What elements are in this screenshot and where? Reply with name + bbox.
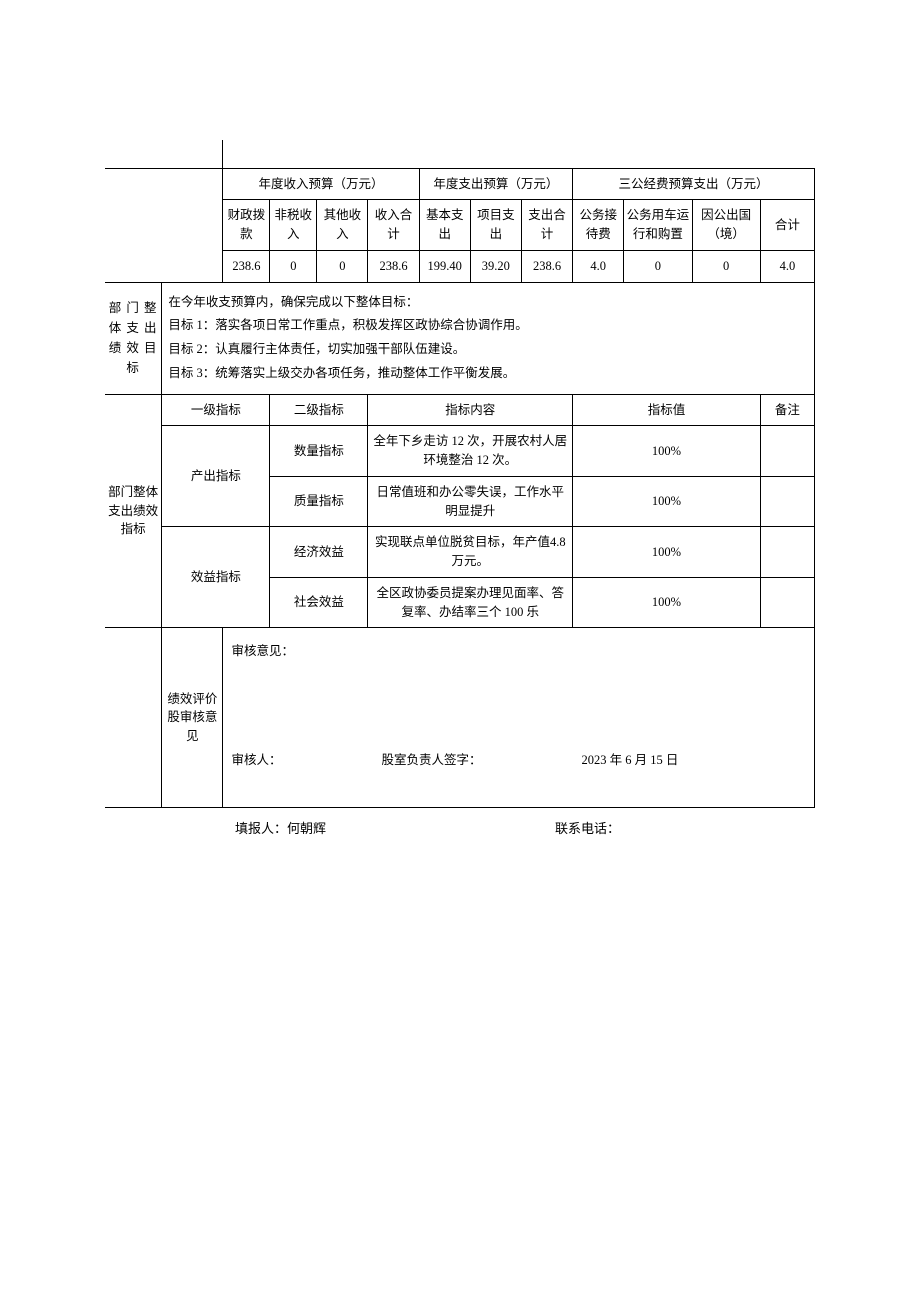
goals-label: 部 门 整体 支 出绩 效 目标 — [105, 282, 162, 394]
auditor-label: 审核人： — [231, 751, 281, 770]
output-label: 产出指标 — [162, 426, 270, 527]
budget-table: 年度收入预算（万元） 年度支出预算（万元） 三公经费预算支出（万元） 财政拨款 … — [105, 140, 815, 808]
h-content: 指标内容 — [368, 394, 573, 426]
r4-content: 全区政协委员提案办理见面率、答复率、办结率三个 100 乐 — [368, 577, 573, 628]
r1-note — [760, 426, 814, 477]
col-vehicle: 公务用车运行和购置 — [624, 200, 692, 251]
val-basic-expense: 199.40 — [419, 250, 470, 282]
val-fiscal-grant: 238.6 — [223, 250, 270, 282]
val-sangong-total: 4.0 — [760, 250, 814, 282]
audit-opinion-label: 审核意见： — [231, 642, 806, 661]
r3-val: 100% — [573, 527, 761, 578]
footer-line: 填报人：何朝辉 联系电话： — [105, 808, 815, 837]
r3-l2: 经济效益 — [270, 527, 368, 578]
val-other-income: 0 — [317, 250, 368, 282]
val-nontax: 0 — [270, 250, 317, 282]
reporter-label: 填报人：何朝辉 — [235, 818, 555, 837]
r3-content: 实现联点单位脱贫目标，年产值4.8 万元。 — [368, 527, 573, 578]
goals-row: 部 门 整体 支 出绩 效 目标 在今年收支预算内，确保完成以下整体目标： 目标… — [105, 282, 815, 394]
col-expense-total: 支出合计 — [521, 200, 572, 251]
col-project-expense: 项目支出 — [470, 200, 521, 251]
blank-row — [105, 140, 815, 168]
goal-2: 目标 2：认真履行主体责任，切实加强干部队伍建设。 — [168, 338, 808, 362]
col-fiscal-grant: 财政拨款 — [223, 200, 270, 251]
audit-row: 绩效评价股审核意见 审核意见： 审核人： 股室负责人签字： 2023 年 6 月… — [105, 628, 815, 808]
contact-label: 联系电话： — [555, 818, 620, 837]
h-val: 指标值 — [573, 394, 761, 426]
indicator-header-row: 部门整体支出绩效指标 一级指标 二级指标 指标内容 指标值 备注 — [105, 394, 815, 426]
r1-val: 100% — [573, 426, 761, 477]
audit-bottom-line: 审核人： 股室负责人签字： 2023 年 6 月 15 日 — [231, 751, 806, 770]
r1-content: 全年下乡走访 12 次，开展农村人居环境整治 12 次。 — [368, 426, 573, 477]
goal-1: 目标 1：落实各项日常工作重点，积极发挥区政协综合协调作用。 — [168, 314, 808, 338]
r4-val: 100% — [573, 577, 761, 628]
h-note: 备注 — [760, 394, 814, 426]
col-basic-expense: 基本支出 — [419, 200, 470, 251]
r2-val: 100% — [573, 476, 761, 527]
goal-intro: 在今年收支预算内，确保完成以下整体目标： — [168, 291, 808, 315]
r4-note — [760, 577, 814, 628]
val-vehicle: 0 — [624, 250, 692, 282]
r2-l2: 质量指标 — [270, 476, 368, 527]
benefit-label: 效益指标 — [162, 527, 270, 628]
col-other-income: 其他收入 — [317, 200, 368, 251]
income-header: 年度收入预算（万元） — [223, 168, 419, 200]
indicator-row-3: 效益指标 经济效益 实现联点单位脱贫目标，年产值4.8 万元。 100% — [105, 527, 815, 578]
r4-l2: 社会效益 — [270, 577, 368, 628]
expense-header: 年度支出预算（万元） — [419, 168, 573, 200]
sangong-header: 三公经费预算支出（万元） — [573, 168, 815, 200]
audit-label: 绩效评价股审核意见 — [162, 628, 223, 808]
col-abroad: 因公出国（境） — [692, 200, 760, 251]
col-sangong-total: 合计 — [760, 200, 814, 251]
h-level1: 一级指标 — [162, 394, 270, 426]
goals-content: 在今年收支预算内，确保完成以下整体目标： 目标 1：落实各项日常工作重点，积极发… — [162, 282, 815, 394]
r1-l2: 数量指标 — [270, 426, 368, 477]
indicator-row-1: 产出指标 数量指标 全年下乡走访 12 次，开展农村人居环境整治 12 次。 1… — [105, 426, 815, 477]
dept-sign-label: 股室负责人签字： — [381, 751, 481, 770]
r2-note — [760, 476, 814, 527]
h-level2: 二级指标 — [270, 394, 368, 426]
budget-header-row-1: 年度收入预算（万元） 年度支出预算（万元） 三公经费预算支出（万元） — [105, 168, 815, 200]
val-reception: 4.0 — [573, 250, 624, 282]
val-abroad: 0 — [692, 250, 760, 282]
val-project-expense: 39.20 — [470, 250, 521, 282]
val-expense-total: 238.6 — [521, 250, 572, 282]
audit-date: 2023 年 6 月 15 日 — [581, 751, 678, 770]
audit-cell: 审核意见： 审核人： 股室负责人签字： 2023 年 6 月 15 日 — [223, 628, 815, 808]
goal-3: 目标 3：统筹落实上级交办各项任务，推动整体工作平衡发展。 — [168, 362, 808, 386]
indicator-label: 部门整体支出绩效指标 — [105, 394, 162, 628]
r2-content: 日常值班和办公零失误，工作水平明显提升 — [368, 476, 573, 527]
r3-note — [760, 527, 814, 578]
val-income-total: 238.6 — [368, 250, 419, 282]
col-income-total: 收入合计 — [368, 200, 419, 251]
col-nontax: 非税收入 — [270, 200, 317, 251]
col-reception: 公务接待费 — [573, 200, 624, 251]
